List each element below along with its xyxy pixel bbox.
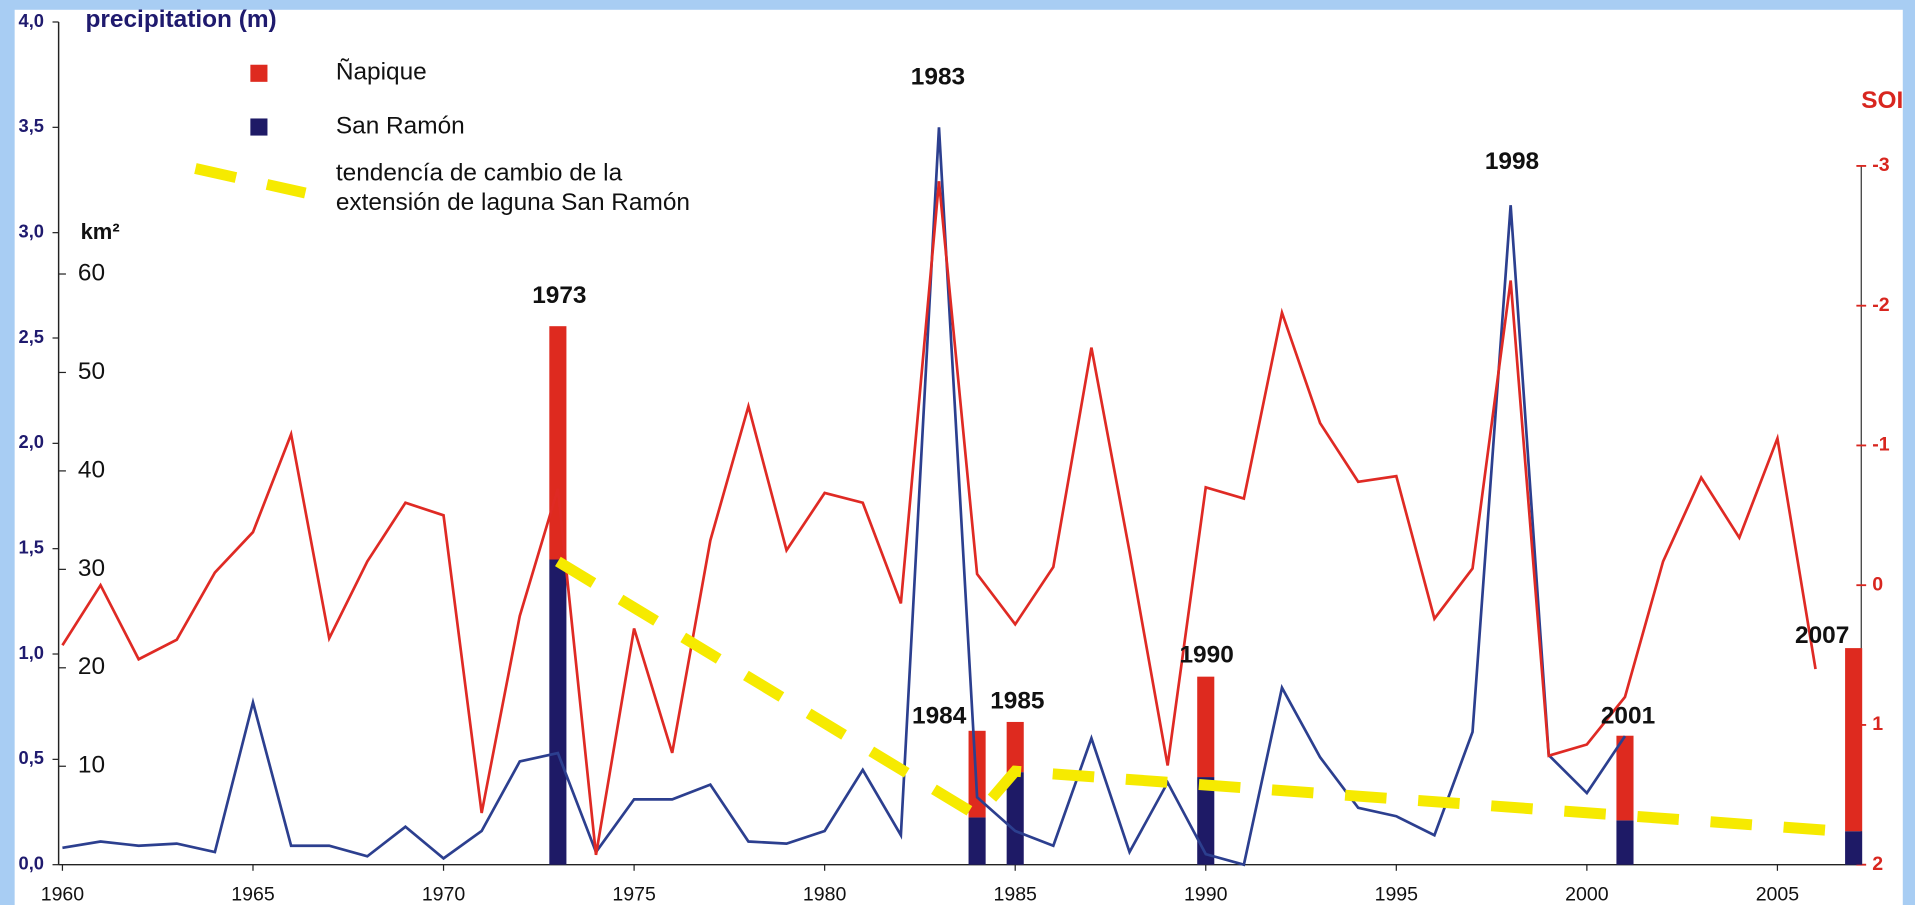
y-tick-label: 4,0	[19, 10, 44, 31]
y2-tick-label: 1	[1872, 713, 1883, 735]
y-tick-label: 2,5	[19, 326, 44, 347]
legend-label: San Ramón	[336, 112, 465, 139]
y3-tick-label: 60	[78, 259, 105, 286]
bar	[1616, 735, 1634, 821]
y3-tick-label: 30	[78, 555, 105, 582]
bar	[1006, 721, 1024, 773]
y-tick-label: 1,0	[19, 642, 44, 663]
y-axis-label: precipitation (m)	[85, 6, 276, 33]
legend-label: Ñapique	[336, 59, 427, 86]
legend-label-line: tendencía de cambio de la	[336, 160, 623, 187]
line	[61, 181, 1817, 856]
x-tick-label: 1985	[993, 883, 1037, 905]
y3-tick-label: 10	[78, 752, 105, 779]
legend-label-line: extensión de laguna San Ramón	[336, 189, 690, 216]
y2-tick-label: -3	[1872, 154, 1890, 176]
y-tick-label: 3,5	[19, 115, 44, 136]
y-tick-label: 2,0	[19, 431, 44, 452]
y3-tick-label: 20	[78, 653, 105, 680]
line	[62, 127, 1627, 867]
annotation: 2007	[1795, 622, 1849, 649]
bar	[1006, 772, 1024, 865]
x-tick-label: 1970	[422, 883, 466, 905]
annotation: 1990	[1179, 641, 1233, 668]
y-tick-label: 1,5	[19, 537, 44, 558]
bar	[1197, 777, 1215, 865]
legend-swatch	[194, 163, 307, 199]
bar	[549, 326, 567, 560]
bar	[1845, 648, 1863, 832]
x-tick-label: 1975	[612, 883, 656, 905]
annotation: 1984	[912, 702, 967, 729]
y2-tick-label: -1	[1872, 434, 1890, 456]
y3-tick-label: 40	[78, 456, 105, 483]
y2-tick-label: 0	[1872, 573, 1883, 595]
annotation: 1998	[1485, 148, 1539, 175]
bar	[1845, 831, 1863, 865]
legend-swatch	[250, 118, 268, 136]
y-tick-label: 3,0	[19, 221, 44, 242]
y-tick-label: 0,5	[19, 747, 44, 768]
annotation: 1973	[532, 282, 586, 309]
x-tick-label: 2005	[1756, 883, 1800, 905]
x-tick-label: 1965	[231, 883, 275, 905]
y2-axis-label: SOI	[1861, 87, 1903, 114]
x-tick-label: 2000	[1565, 883, 1609, 905]
x-tick-label: 1960	[41, 883, 85, 905]
legend-swatch	[250, 64, 268, 82]
annotation: 2001	[1601, 702, 1655, 729]
bar	[968, 817, 986, 865]
y3-tick-label: 50	[78, 358, 105, 385]
x-tick-label: 1990	[1184, 883, 1228, 905]
trend-line	[555, 556, 1855, 838]
annotation: 1983	[911, 64, 965, 91]
annotation: 1985	[990, 688, 1044, 715]
bar	[1197, 676, 1215, 778]
y3-axis-label: km²	[81, 219, 120, 244]
legend-label: tendencía de cambio de la extensión de la…	[336, 160, 690, 216]
y2-tick-label: -2	[1872, 294, 1890, 316]
bar	[1616, 820, 1634, 865]
bar	[549, 559, 567, 865]
legend: Ñapique San Ramón tendencía de cambio de l…	[194, 59, 690, 216]
x-tick-label: 1980	[803, 883, 847, 905]
x-tick-label: 1995	[1375, 883, 1419, 905]
y-tick-label: 0,0	[19, 853, 44, 874]
y2-tick-label: 2	[1872, 853, 1883, 875]
